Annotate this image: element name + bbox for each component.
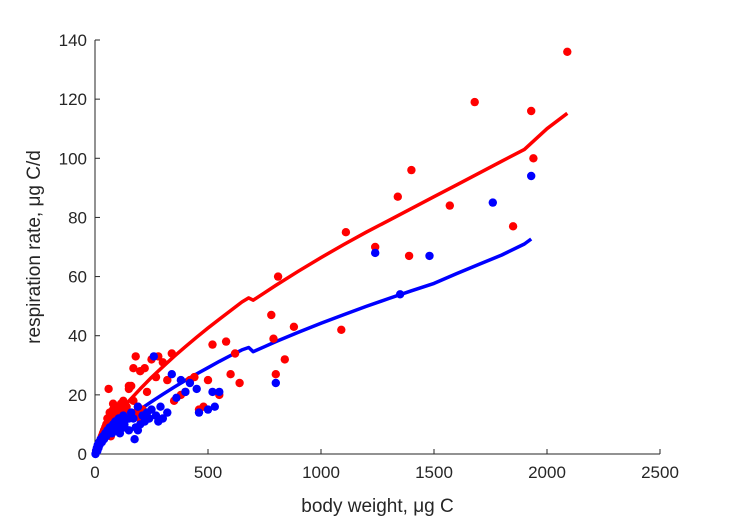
data-point [215, 387, 224, 397]
data-point [149, 352, 158, 361]
data-point [145, 414, 154, 423]
data-point [167, 349, 176, 358]
data-point [104, 384, 113, 394]
axes: 0 500 1000 1500 2000 2500 0 20 40 60 80 100 120 140 [59, 31, 679, 482]
data-point [151, 372, 161, 382]
data-point [529, 154, 538, 163]
data-point [142, 387, 152, 397]
data-point [289, 322, 299, 331]
data-point [470, 97, 479, 107]
data-point [221, 337, 231, 346]
data-point [280, 355, 289, 364]
data-point [393, 192, 402, 201]
data-point [445, 201, 454, 210]
data-point [210, 402, 219, 411]
y-tick-label: 20 [68, 386, 87, 405]
data-point [527, 171, 536, 181]
data-point [185, 378, 195, 388]
data-point [488, 198, 497, 207]
data-point [163, 375, 172, 385]
data-point [404, 251, 414, 261]
data-point [192, 384, 201, 394]
data-point [133, 426, 143, 435]
data-point [508, 222, 518, 231]
data-point [527, 106, 536, 116]
data-point [194, 408, 204, 417]
data-point [115, 429, 125, 438]
data-point [129, 364, 138, 373]
data-point [208, 387, 217, 397]
data-point [226, 370, 235, 379]
y-tick-label: 140 [59, 31, 87, 50]
y-tick-label: 40 [68, 327, 87, 346]
chart-marks [91, 47, 572, 459]
data-point [208, 340, 217, 349]
data-point [235, 378, 244, 388]
y-axis-title: respiration rate, μg C/d [24, 150, 45, 344]
data-point [271, 370, 280, 379]
data-point [267, 310, 276, 320]
data-point [120, 423, 129, 432]
data-point [273, 272, 283, 281]
data-point [563, 47, 572, 56]
data-point [337, 325, 346, 334]
y-tick-label: 60 [68, 268, 87, 287]
x-tick-label: 2500 [641, 463, 679, 482]
fit-line [93, 237, 533, 455]
x-tick-label: 1500 [415, 463, 453, 482]
data-point [190, 372, 199, 382]
data-point [156, 402, 165, 411]
data-point [269, 334, 278, 343]
data-point [271, 378, 280, 388]
data-point [133, 402, 143, 411]
y-tick-label: 0 [78, 445, 87, 464]
data-point [131, 352, 140, 361]
data-point [140, 364, 149, 373]
data-point [203, 405, 213, 414]
data-point [230, 349, 240, 358]
data-point [124, 414, 134, 423]
data-point [172, 393, 181, 402]
data-point [371, 248, 380, 258]
data-point [395, 290, 405, 299]
data-point [158, 414, 167, 423]
data-point [176, 375, 186, 385]
x-tick-label: 0 [90, 463, 99, 482]
data-point [163, 408, 172, 417]
data-point [371, 242, 380, 252]
data-point [124, 381, 134, 391]
x-tick-label: 1000 [302, 463, 340, 482]
data-point [425, 251, 434, 261]
y-tick-label: 80 [68, 208, 87, 227]
data-point [341, 228, 351, 237]
data-point [158, 358, 167, 367]
data-point [130, 435, 139, 444]
data-point [122, 402, 131, 411]
data-point [167, 370, 176, 379]
y-tick-label: 100 [59, 149, 87, 168]
data-point [129, 396, 138, 405]
x-tick-label: 500 [194, 463, 222, 482]
data-point [147, 405, 156, 414]
data-point [407, 165, 416, 175]
x-axis-title: body weight, μg C [301, 496, 453, 517]
y-tick-label: 120 [59, 90, 87, 109]
data-point [181, 387, 190, 397]
fit-line [93, 111, 569, 455]
data-point [203, 375, 213, 385]
x-tick-label: 2000 [528, 463, 566, 482]
